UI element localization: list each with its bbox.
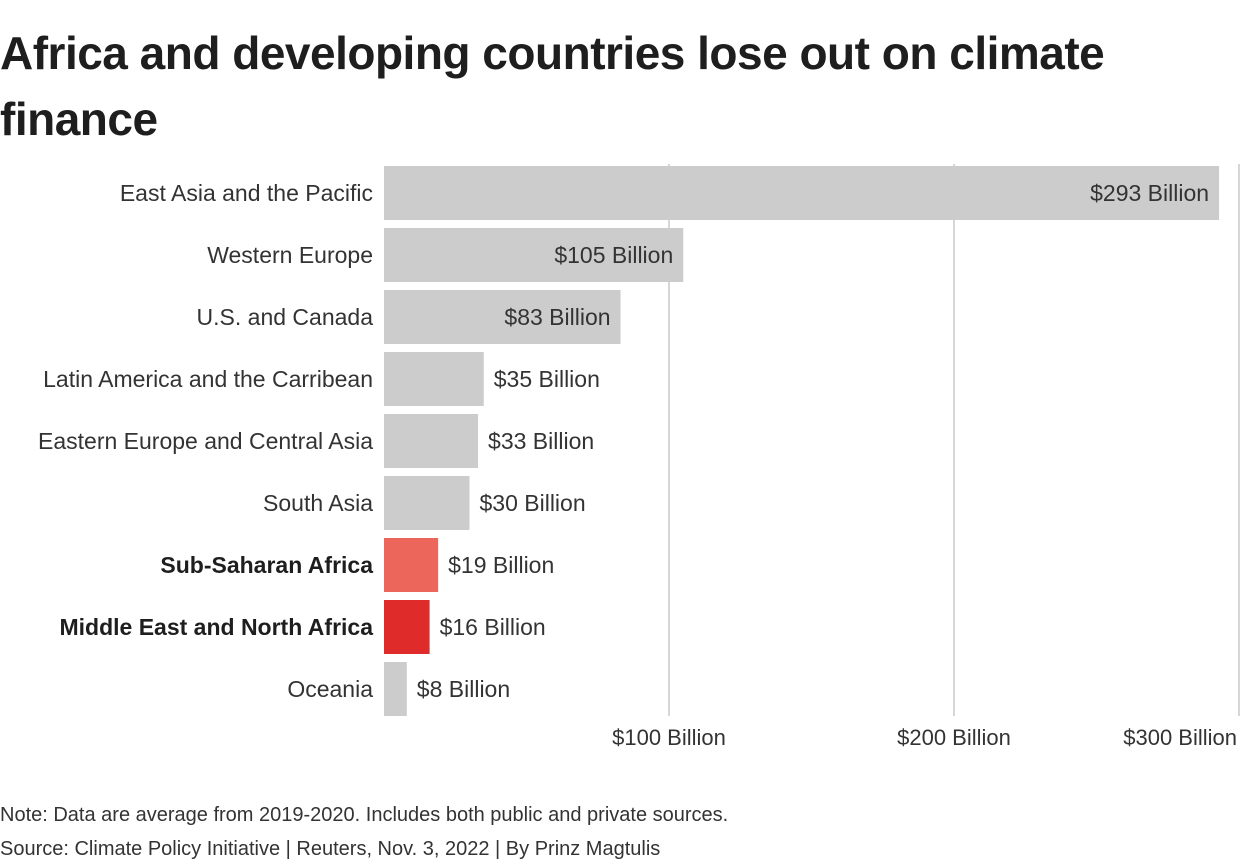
- value-label: $105 Billion: [554, 242, 673, 268]
- bar: [384, 662, 407, 716]
- category-label: Oceania: [287, 676, 373, 702]
- value-label: $30 Billion: [480, 490, 586, 516]
- bar: [384, 166, 1220, 220]
- bar: [384, 414, 479, 468]
- category-label: South Asia: [263, 490, 373, 516]
- x-axis-tick-labels: $100 Billion $200 Billion $300 Billion: [612, 725, 1237, 750]
- value-label: $16 Billion: [440, 614, 546, 640]
- category-labels: East Asia and the Pacific Western Europe U…: [38, 180, 373, 702]
- bar: [384, 538, 439, 592]
- bar: [384, 290, 621, 344]
- bar: [384, 476, 470, 530]
- x-tick-label: $100 Billion: [612, 725, 726, 750]
- category-label: Western Europe: [207, 242, 373, 268]
- value-labels: $293 Billion $105 Billion $83 Billion $35 B…: [417, 180, 1209, 702]
- value-label: $35 Billion: [494, 366, 600, 392]
- bars: [384, 166, 1220, 716]
- chart-note: Note: Data are average from 2019-2020. I…: [0, 804, 729, 826]
- bar: [384, 352, 484, 406]
- category-label: Eastern Europe and Central Asia: [38, 428, 373, 454]
- x-tick-label: $300 Billion: [1123, 725, 1237, 750]
- value-label: $8 Billion: [417, 676, 510, 702]
- value-label: $83 Billion: [504, 304, 610, 330]
- category-label: Middle East and North Africa: [59, 614, 373, 640]
- value-label: $19 Billion: [448, 552, 554, 578]
- category-label: U.S. and Canada: [197, 304, 374, 330]
- x-tick-label: $200 Billion: [897, 725, 1011, 750]
- category-label: East Asia and the Pacific: [120, 180, 373, 206]
- bar: [384, 228, 684, 282]
- category-label: Sub-Saharan Africa: [160, 552, 373, 578]
- category-label: Latin America and the Carribean: [43, 366, 373, 392]
- gridlines: [668, 164, 1240, 716]
- bar-chart: East Asia and the Pacific Western Europe U…: [38, 164, 1240, 750]
- chart-source: Source: Climate Policy Initiative | Reut…: [0, 838, 661, 860]
- chart-title: Africa and developing countries lose out…: [0, 27, 1105, 145]
- bar: [384, 600, 430, 654]
- value-label: $293 Billion: [1090, 180, 1209, 206]
- value-label: $33 Billion: [488, 428, 594, 454]
